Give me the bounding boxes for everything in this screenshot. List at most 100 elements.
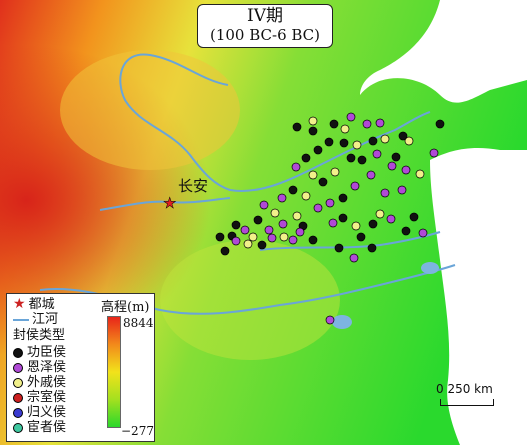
marquis-point (257, 240, 267, 250)
marquis-point (267, 233, 277, 243)
marquis-point (350, 181, 360, 191)
marquis-point (409, 212, 419, 222)
marquis-point (295, 227, 305, 237)
dot-icon (13, 362, 23, 373)
capital-label: 长安 (178, 177, 209, 195)
marquis-point (301, 191, 311, 201)
marquis-point (387, 161, 397, 171)
elevation-max: 8844 (123, 316, 154, 330)
marquis-point (397, 185, 407, 195)
legend-river-label: 江河 (32, 312, 59, 327)
marquis-point (401, 226, 411, 236)
legend-type-heading: 封侯类型 (13, 328, 66, 343)
yellow-river (119, 53, 431, 192)
marquis-point (313, 203, 323, 213)
marquis-point (231, 236, 241, 246)
marquis-point (288, 235, 298, 245)
legend-river: 江河 (13, 312, 58, 328)
marquis-point (362, 119, 372, 129)
marquis-point (325, 198, 335, 208)
marquis-point (372, 149, 382, 159)
marquis-point (301, 153, 311, 163)
marquis-point (324, 137, 334, 147)
marquis-point (318, 177, 328, 187)
elevation-title: 高程(m) (101, 300, 150, 315)
legend-type-label: 归义侯 (27, 405, 67, 420)
marquis-point (351, 221, 361, 231)
marquis-point (330, 167, 340, 177)
legend-capital-label: 都城 (28, 297, 55, 312)
marquis-point (404, 136, 414, 146)
river-line-icon (13, 318, 29, 321)
legend-type-surrendered: 归义侯 (13, 405, 66, 421)
marquis-point (418, 228, 428, 238)
dot-icon (13, 407, 23, 418)
marquis-point (357, 155, 367, 165)
marquis-point (391, 152, 401, 162)
marquis-point (346, 112, 356, 122)
scale-label: 0 250 km (436, 382, 493, 396)
marquis-point (220, 246, 230, 256)
wei-river (99, 197, 231, 211)
marquis-point (375, 209, 385, 219)
legend-type-label: 宗室侯 (27, 390, 67, 405)
legend-type-label: 恩泽侯 (27, 360, 67, 375)
marquis-point (366, 170, 376, 180)
marquis-point (259, 200, 269, 210)
legend-capital: ★ 都城 (13, 296, 55, 312)
marquis-markers (215, 112, 445, 325)
marquis-point (248, 232, 258, 242)
marquis-point (429, 148, 439, 158)
marquis-point (368, 219, 378, 229)
marquis-point (308, 170, 318, 180)
marquis-point (435, 119, 445, 129)
legend-type-consort: 外戚侯 (13, 375, 66, 391)
marquis-point (291, 162, 301, 172)
dot-icon (13, 392, 23, 403)
marquis-point (380, 188, 390, 198)
marquis-point (334, 243, 344, 253)
marquis-point (386, 214, 396, 224)
marquis-point (338, 213, 348, 223)
marquis-point (278, 219, 288, 229)
dot-icon (13, 347, 23, 358)
legend-type-imperial: 宗室侯 (13, 390, 66, 406)
yellow-sea (430, 148, 527, 445)
bohai-sea (360, 0, 527, 103)
marquis-point (380, 134, 390, 144)
scale-bar (440, 399, 494, 406)
map-title: IV期 (100 BC-6 BC) (197, 4, 333, 48)
marquis-point (215, 232, 225, 242)
elevation-min: −277 (121, 424, 154, 438)
marquis-point (346, 153, 356, 163)
marquis-point (349, 253, 359, 263)
map-legend: ★ 都城 江河 封侯类型 功臣侯 恩泽侯 外戚侯 宗室侯 归义侯 宦者侯 高程(m… (6, 293, 155, 442)
marquis-point (313, 145, 323, 155)
marquis-point (277, 193, 287, 203)
marquis-point (308, 126, 318, 136)
marquis-point (243, 239, 253, 249)
marquis-point (415, 169, 425, 179)
marquis-point (292, 122, 302, 132)
marquis-point (368, 136, 378, 146)
marquis-point (356, 232, 366, 242)
marquis-point (352, 140, 362, 150)
marquis-point (375, 118, 385, 128)
dot-icon (13, 377, 23, 388)
elevation-colorbar (107, 316, 121, 428)
marquis-point (231, 220, 241, 230)
marquis-point (288, 185, 298, 195)
marquis-point (264, 225, 274, 235)
marquis-point (367, 243, 377, 253)
marquis-point (240, 225, 250, 235)
legend-type-grace: 恩泽侯 (13, 360, 66, 376)
marquis-point (339, 138, 349, 148)
legend-type-label: 外戚侯 (27, 375, 67, 390)
marquis-point (253, 215, 263, 225)
marquis-point (340, 124, 350, 134)
marquis-point (329, 119, 339, 129)
marquis-point (338, 193, 348, 203)
legend-type-eunuch: 宦者侯 (13, 420, 66, 436)
marquis-point (270, 208, 280, 218)
